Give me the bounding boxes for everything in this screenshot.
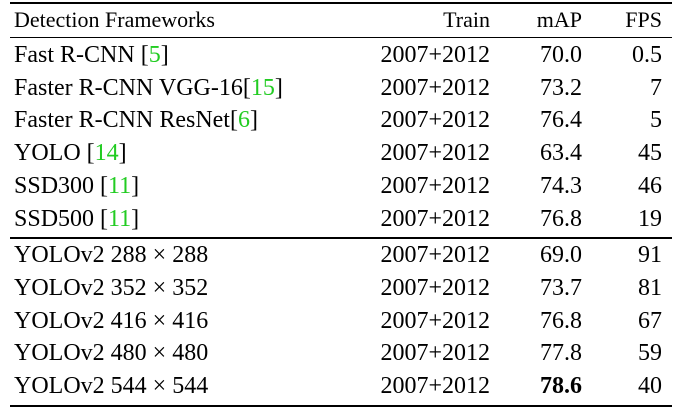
cite-bracket: ] (131, 205, 140, 232)
fps-cell: 46 (638, 172, 662, 199)
citation: 11 (108, 172, 132, 199)
fps-cell: 0.5 (632, 42, 662, 68)
framework-name: YOLOv2 480 × 480 (14, 338, 208, 368)
map-cell: 76.4 (540, 107, 582, 134)
framework-name: YOLOv2 416 × 416 (14, 306, 208, 336)
citation: 14 (94, 140, 119, 167)
cite-bracket: [ (100, 205, 109, 232)
name-text: YOLOv2 480 × 480 (14, 340, 209, 367)
map-cell: 73.2 (540, 74, 582, 101)
map-cell: 73.7 (540, 274, 582, 301)
framework-name: SSD300 [11] (14, 171, 139, 201)
header-cell: mAP (536, 7, 582, 32)
cite-bracket: ] (131, 172, 140, 199)
table-rule (10, 2, 672, 4)
name-text: SSD300 (14, 172, 101, 199)
map-cell: 76.8 (540, 205, 582, 232)
map-cell: 78.6 (540, 373, 582, 399)
name-text: Faster R-CNN VGG-16 (14, 74, 243, 101)
name-text: YOLO (14, 140, 87, 167)
framework-name: YOLOv2 544 × 544 (14, 371, 208, 401)
header-cell: FPS (625, 7, 662, 32)
train-cell: 2007+2012 (380, 242, 490, 269)
fps-cell: 81 (638, 274, 662, 301)
table-rule (10, 405, 672, 407)
train-cell: 2007+2012 (380, 274, 490, 301)
cite-bracket: ] (160, 42, 169, 68)
name-text: YOLOv2 416 × 416 (14, 307, 209, 334)
map-cell: 63.4 (540, 140, 582, 167)
header-cell: Train (443, 7, 490, 32)
fps-cell: 40 (638, 373, 662, 399)
fps-cell: 91 (638, 242, 662, 269)
framework-name: Fast R-CNN [5] (14, 40, 169, 70)
header-cell: Detection Frameworks (14, 7, 215, 32)
framework-name: YOLOv2 288 × 288 (14, 240, 208, 270)
name-text: YOLOv2 288 × 288 (14, 242, 209, 269)
cite-bracket: ] (249, 107, 258, 134)
name-text: YOLOv2 352 × 352 (14, 274, 209, 301)
fps-cell: 5 (650, 107, 662, 134)
cite-bracket: ] (274, 74, 283, 101)
train-cell: 2007+2012 (380, 42, 490, 68)
framework-name: YOLOv2 352 × 352 (14, 273, 208, 303)
fps-cell: 67 (638, 307, 662, 334)
framework-name: Faster R-CNN ResNet[6] (14, 105, 258, 135)
map-cell: 74.3 (540, 172, 582, 199)
map-cell: 76.8 (540, 307, 582, 334)
train-cell: 2007+2012 (380, 205, 490, 232)
train-cell: 2007+2012 (380, 172, 490, 199)
train-cell: 2007+2012 (380, 307, 490, 334)
name-text: Faster R-CNN ResNet (14, 107, 230, 134)
cite-bracket: [ (229, 107, 238, 134)
citation: 15 (250, 74, 275, 101)
train-cell: 2007+2012 (380, 74, 490, 101)
cite-bracket: [ (140, 42, 149, 68)
citation: 6 (237, 107, 250, 134)
map-cell: 77.8 (540, 340, 582, 367)
name-text: YOLOv2 544 × 544 (14, 373, 209, 399)
cite-bracket: [ (100, 172, 109, 199)
citation: 11 (108, 205, 132, 232)
table-rule (10, 37, 672, 38)
cite-bracket: [ (242, 74, 251, 101)
map-cell: 69.0 (540, 242, 582, 269)
train-cell: 2007+2012 (380, 373, 490, 399)
fps-cell: 19 (638, 205, 662, 232)
cite-bracket: ] (118, 140, 127, 167)
map-cell: 70.0 (540, 42, 582, 68)
fps-cell: 45 (638, 140, 662, 167)
framework-name: Faster R-CNN VGG-16[15] (14, 73, 283, 103)
train-cell: 2007+2012 (380, 107, 490, 134)
train-cell: 2007+2012 (380, 140, 490, 167)
citation: 5 (148, 42, 161, 68)
cite-bracket: [ (86, 140, 95, 167)
name-text: Fast R-CNN (14, 42, 141, 68)
name-text: SSD500 (14, 205, 101, 232)
framework-name: SSD500 [11] (14, 204, 139, 234)
framework-name: YOLO [14] (14, 138, 127, 168)
train-cell: 2007+2012 (380, 340, 490, 367)
fps-cell: 7 (650, 74, 662, 101)
table-rule (10, 237, 672, 239)
fps-cell: 59 (638, 340, 662, 367)
